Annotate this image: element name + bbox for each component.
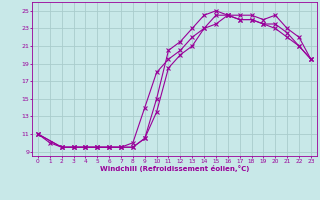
X-axis label: Windchill (Refroidissement éolien,°C): Windchill (Refroidissement éolien,°C): [100, 165, 249, 172]
